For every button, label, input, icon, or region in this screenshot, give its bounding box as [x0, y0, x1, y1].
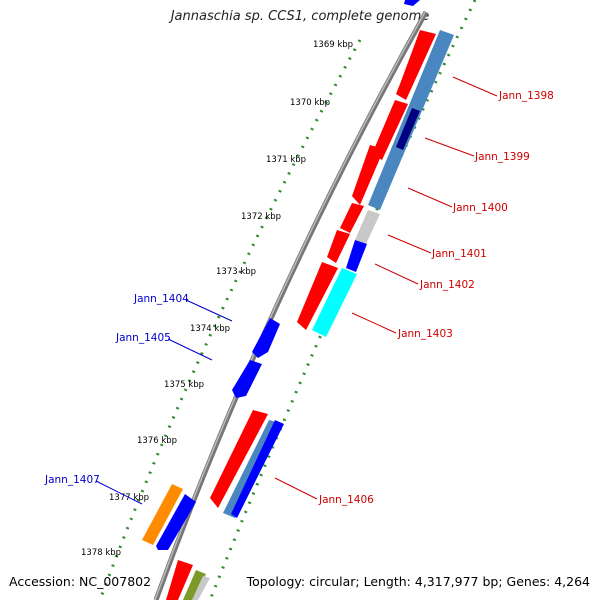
tick-label: 1375 kbp [164, 380, 204, 390]
tick-label: 1376 kbp [137, 436, 177, 446]
gene-arrow[interactable] [312, 268, 357, 337]
gene-label-jann-1403[interactable]: Jann_1403 [397, 328, 453, 340]
gene-arrow[interactable] [252, 318, 280, 358]
gene-arrow[interactable] [156, 494, 196, 550]
accession-text: Accession: NC_007802 [9, 574, 152, 589]
tick-label: 1373 kbp [216, 267, 256, 277]
gene-arrow[interactable] [352, 145, 384, 205]
gene-label-jann-1398[interactable]: Jann_1398 [498, 90, 554, 102]
forward-strand-genes [166, 30, 436, 600]
gene-arrow[interactable] [340, 203, 364, 233]
gene-label-jann-1404[interactable]: Jann_1404 [133, 293, 189, 305]
genome-summary-text: Topology: circular; Length: 4,317,977 bp… [246, 574, 590, 589]
gene-arrow[interactable] [346, 240, 367, 272]
gene-arrow[interactable] [372, 100, 408, 160]
gene-arrow[interactable] [355, 210, 380, 244]
tick-label: 1374 kbp [190, 324, 230, 334]
gene-arrow[interactable] [142, 484, 183, 545]
tick-label: 1371 kbp [266, 155, 306, 165]
gene-label-jann-1407[interactable]: Jann_1407 [44, 474, 100, 486]
gene-arrow[interactable] [297, 262, 338, 330]
gene-arrow[interactable] [232, 360, 262, 398]
reverse-strand-genes [142, 318, 280, 550]
gene-arrow[interactable] [192, 576, 210, 600]
gene-label-jann-1406[interactable]: Jann_1406 [318, 494, 374, 506]
gene-arrow[interactable] [396, 30, 436, 100]
second-track-genes [183, 0, 454, 600]
gene-arrow[interactable] [404, 0, 420, 6]
gene-label-jann-1402[interactable]: Jann_1402 [419, 279, 475, 291]
tick-label: 1369 kbp [313, 40, 353, 50]
gene-label-jann-1401[interactable]: Jann_1401 [431, 248, 487, 260]
tick-label: 1372 kbp [241, 212, 281, 222]
gene-label-jann-1400[interactable]: Jann_1400 [452, 202, 508, 214]
gene-arrow[interactable] [327, 230, 350, 263]
inner-tick-ring [98, 39, 362, 600]
tick-label: 1370 kbp [290, 98, 330, 108]
gene-arrow[interactable] [396, 108, 420, 150]
tick-label: 1378 kbp [81, 548, 121, 558]
gene-arrow[interactable] [183, 570, 206, 600]
gene-arrow[interactable] [210, 410, 268, 508]
gene-arrow[interactable] [231, 420, 284, 518]
gene-arrow[interactable] [166, 560, 193, 600]
gene-labels: Jann_1398 Jann_1399 Jann_1400 Jann_1401 … [44, 90, 554, 506]
gene-label-jann-1399[interactable]: Jann_1399 [474, 151, 530, 163]
map-title: Jannaschia sp. CCS1, complete genome [170, 9, 430, 24]
label-leaders [95, 76, 498, 505]
gene-label-jann-1405[interactable]: Jann_1405 [115, 332, 171, 344]
